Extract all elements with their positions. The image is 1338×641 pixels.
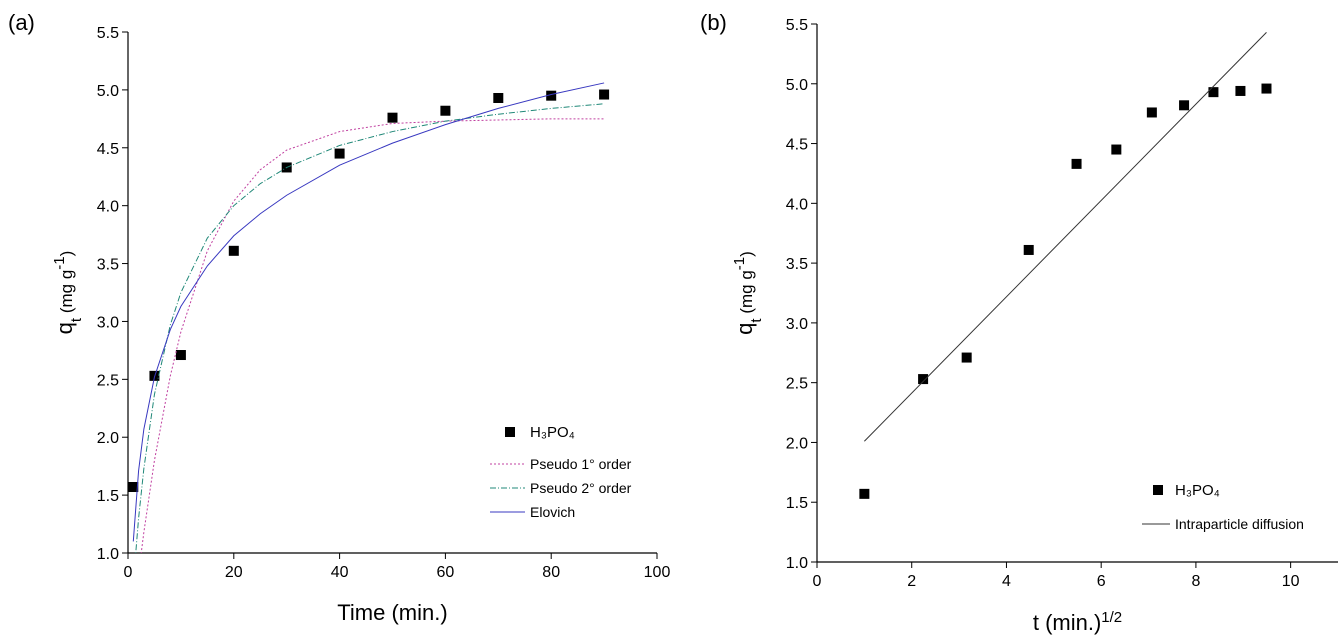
panel-label: (a): [8, 10, 35, 35]
data-point: [1071, 158, 1082, 169]
y-tick-label: 3.5: [97, 257, 119, 274]
legend-label: Elovich: [530, 504, 575, 520]
x-tick-label: 8: [1191, 573, 1200, 590]
y-tick-label: 1.0: [786, 555, 808, 572]
y-axis-label-part: ): [57, 251, 76, 257]
y-axis-label-part: t: [748, 318, 765, 323]
x-tick-label: 10: [1282, 573, 1300, 590]
fit-line: [864, 32, 1267, 442]
data-point: [1261, 83, 1272, 94]
x-axis-label-part: 1/2: [1101, 609, 1122, 626]
plot-area: [859, 32, 1272, 499]
legend-label: Intraparticle diffusion: [1175, 516, 1304, 532]
data-point: [918, 374, 929, 385]
y-tick-label: 4.5: [97, 141, 119, 158]
y-tick-label: 4.0: [97, 199, 119, 216]
x-axis-label-part: t: [1033, 610, 1039, 635]
data-point: [599, 89, 610, 100]
y-tick-label: 5.5: [786, 17, 808, 34]
y-axis-label-part: (mg g: [737, 270, 756, 318]
x-tick-label: 0: [813, 573, 822, 590]
y-tick-label: 4.0: [786, 196, 808, 213]
y-tick-label: 3.5: [786, 256, 808, 273]
x-axis-label-part: Time (min.): [337, 600, 447, 625]
y-tick-label: 5.0: [786, 77, 808, 94]
y-tick-label: 4.5: [786, 137, 808, 154]
y-axis-label-part: -1: [731, 257, 748, 270]
y-tick-label: 1.5: [97, 488, 119, 505]
x-tick-label: 40: [331, 564, 349, 581]
x-tick-label: 100: [644, 564, 671, 581]
x-tick-label: 20: [225, 564, 243, 581]
y-tick-label: 1.5: [786, 495, 808, 512]
x-tick-label: 80: [542, 564, 560, 581]
data-point: [228, 245, 239, 256]
data-point: [1146, 107, 1157, 118]
data-point: [546, 90, 557, 101]
data-point: [334, 148, 345, 159]
y-axis-label-part: ): [737, 251, 756, 257]
data-point: [440, 105, 451, 116]
fit-line: [132, 82, 605, 542]
y-axis-label-part: -1: [51, 256, 68, 269]
y-tick-label: 5.0: [97, 83, 119, 100]
data-point: [128, 482, 139, 493]
legend-label: Pseudo 1° order: [530, 456, 632, 472]
x-tick-label: 6: [1097, 573, 1106, 590]
y-axis-label: qt (mg g-1): [51, 251, 85, 335]
x-tick-label: 4: [1002, 573, 1011, 590]
legend-marker: [505, 427, 515, 437]
data-point: [493, 92, 504, 103]
y-tick-label: 3.0: [97, 314, 119, 331]
data-point: [1111, 144, 1122, 155]
panel-label: (b): [700, 10, 727, 35]
data-point: [961, 352, 972, 363]
y-tick-label: 2.0: [97, 430, 119, 447]
y-tick-label: 3.0: [786, 316, 808, 333]
plot-area: [128, 82, 610, 553]
data-point: [1235, 85, 1246, 96]
y-tick-label: 1.0: [97, 546, 119, 563]
legend-label: Pseudo 2° order: [530, 480, 632, 496]
data-point: [175, 350, 186, 361]
y-tick-label: 2.5: [786, 376, 808, 393]
y-tick-label: 2.0: [786, 435, 808, 452]
y-axis-label: qt (mg g-1): [731, 251, 765, 335]
data-point: [1179, 100, 1190, 111]
x-axis-label: t (min.)1/2: [1033, 609, 1122, 636]
x-tick-label: 0: [124, 564, 133, 581]
y-axis-label-part: (mg g: [57, 270, 76, 318]
data-point: [387, 112, 398, 123]
fit-line: [140, 118, 605, 553]
y-axis-label-part: t: [68, 317, 85, 322]
data-point: [859, 488, 870, 499]
data-point: [1208, 87, 1219, 98]
x-axis-label-part: (min.): [1039, 610, 1101, 635]
y-tick-label: 5.5: [97, 25, 119, 42]
x-tick-label: 2: [907, 573, 916, 590]
y-axis-label-part: q: [52, 322, 77, 334]
x-tick-label: 60: [437, 564, 455, 581]
x-axis-label: Time (min.): [337, 600, 447, 625]
y-tick-label: 2.5: [97, 372, 119, 389]
data-point: [1023, 244, 1034, 255]
y-axis-label-part: q: [732, 323, 757, 335]
legend-label: H₃PO₄: [1175, 482, 1220, 499]
legend-marker: [1153, 485, 1163, 495]
legend-label: H₃PO₄: [530, 424, 575, 441]
